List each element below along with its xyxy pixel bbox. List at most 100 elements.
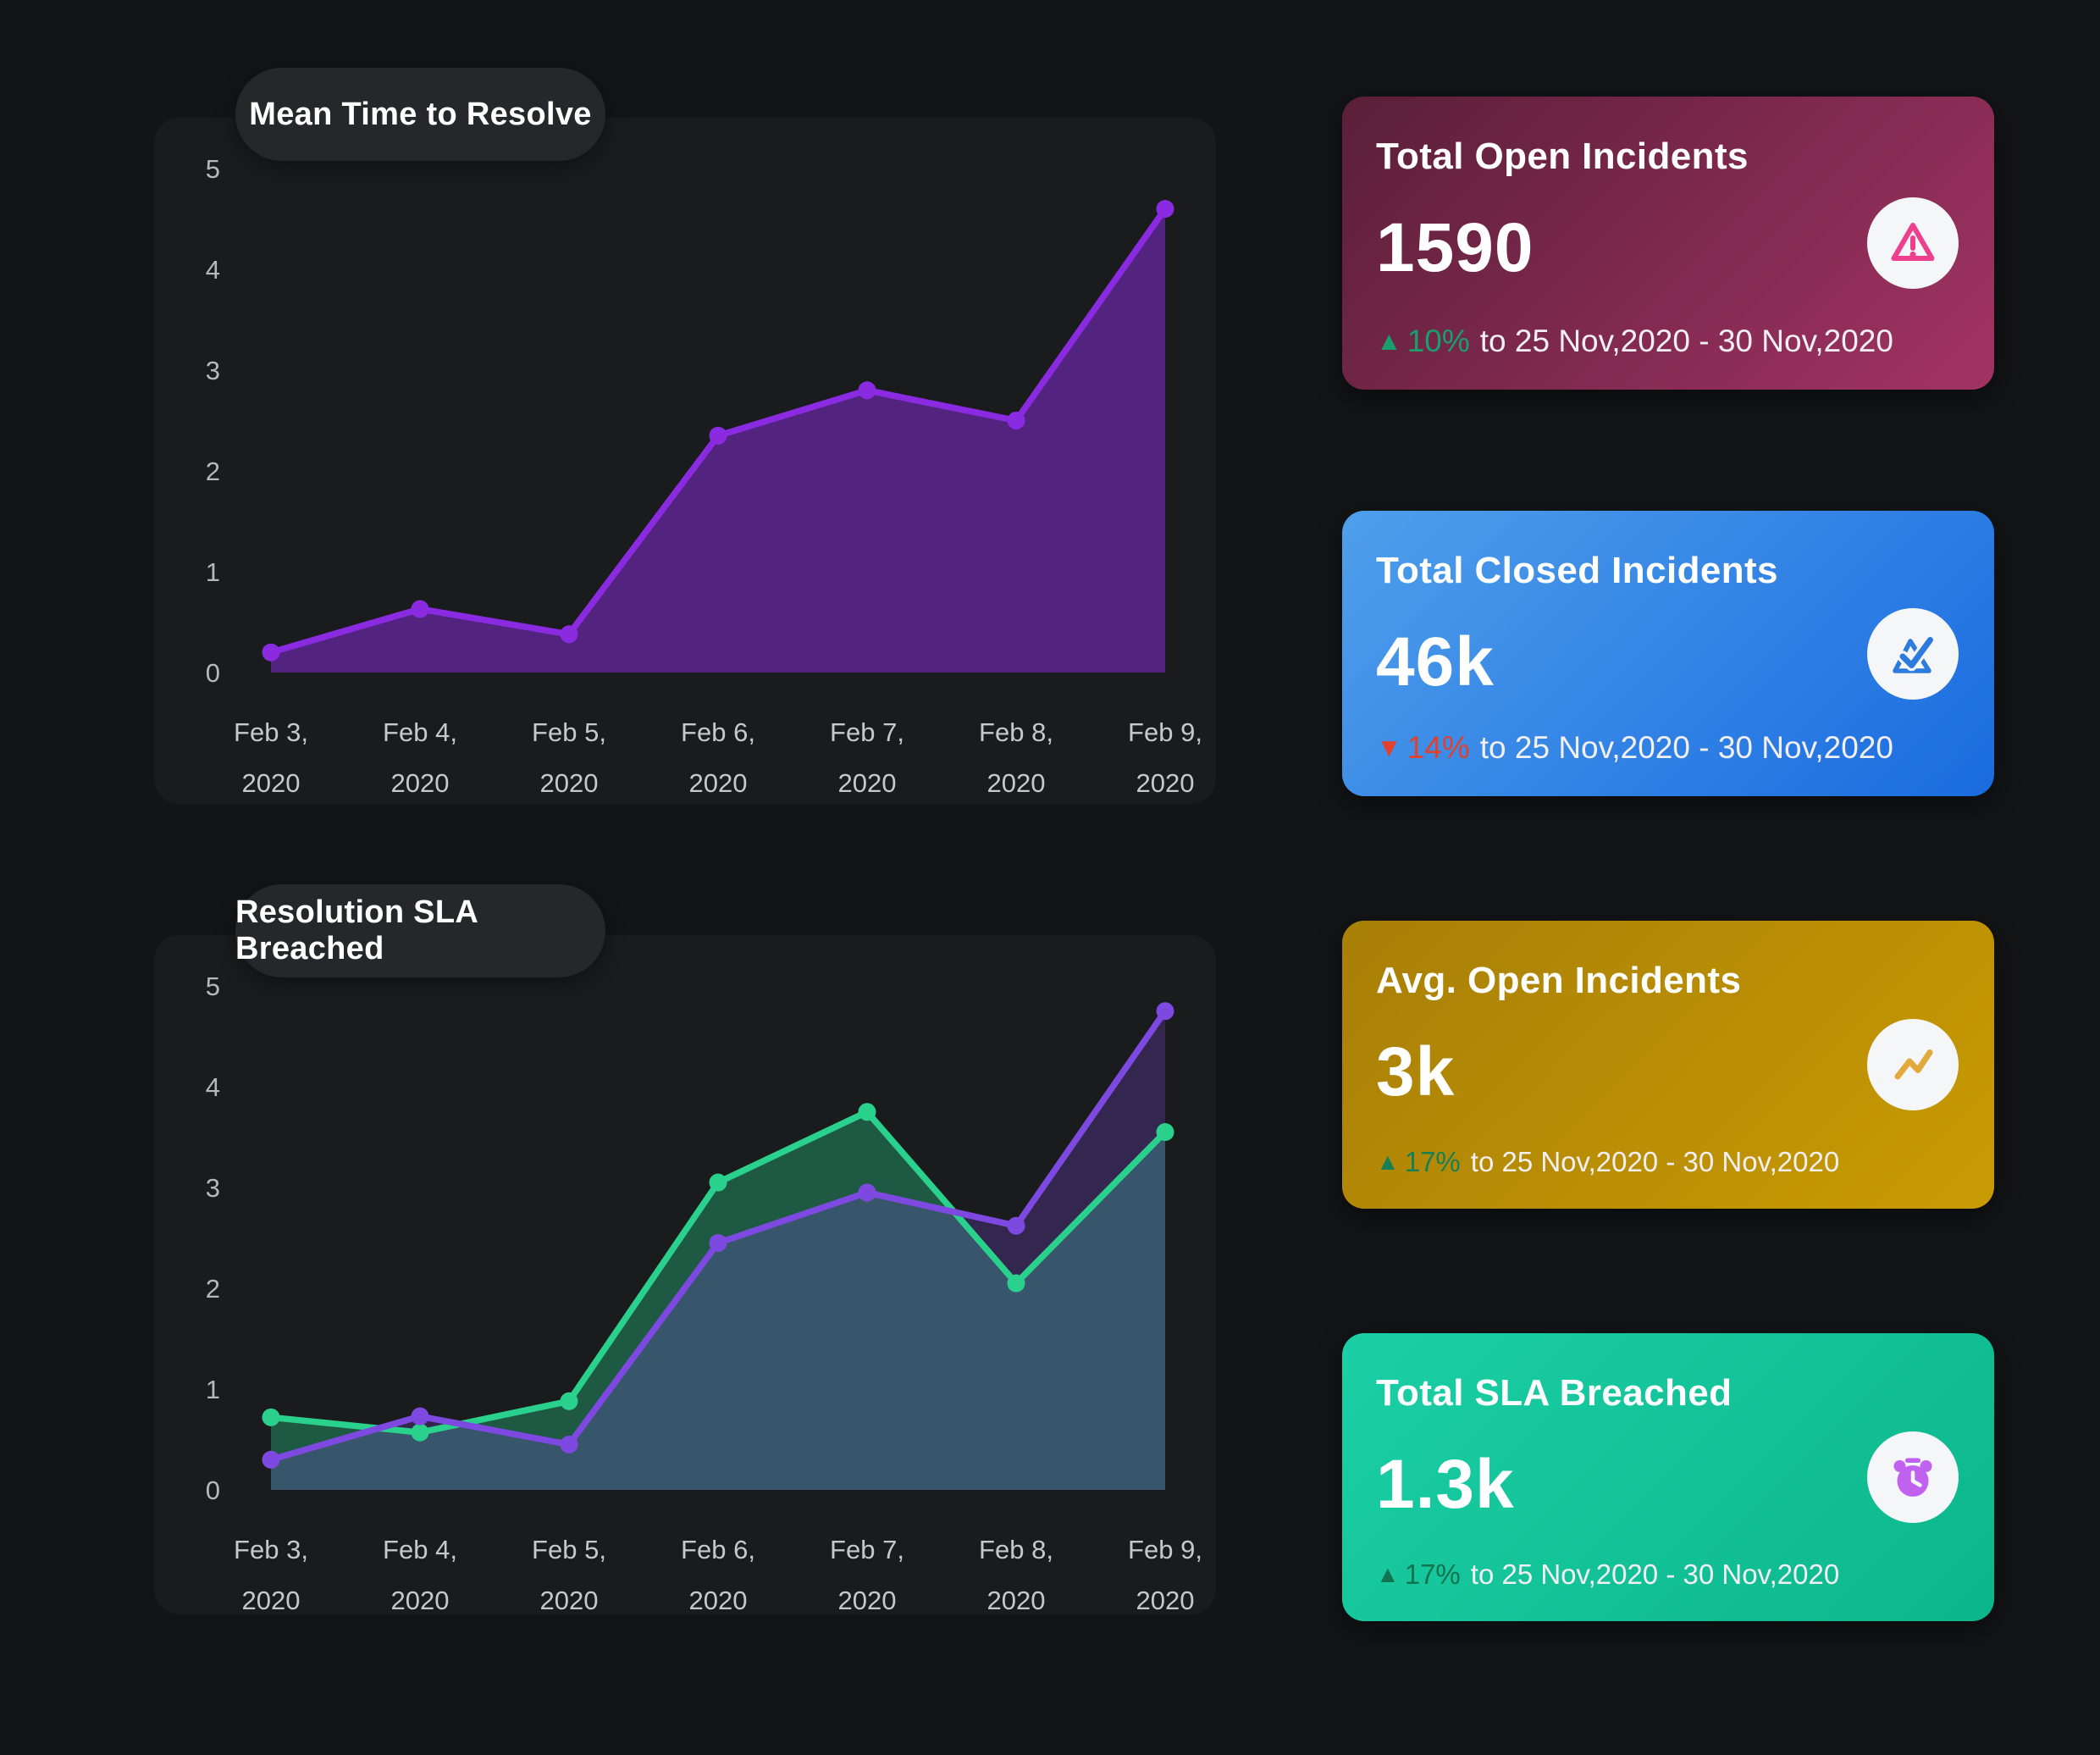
x-tick-label: 2020 (838, 1586, 897, 1614)
x-tick-label: Feb 3, (234, 1535, 308, 1564)
x-tick-label: 2020 (1136, 768, 1195, 798)
data-point-mean-time-to-resolve (858, 381, 876, 400)
x-tick-label: Feb 8, (979, 717, 1053, 747)
chart-title-text: Mean Time to Resolve (249, 96, 592, 132)
mean-time-to-resolve-area-chart: 0 1 2 3 4 5 Feb 3, 2020 Feb 4, 2020 Feb 5, 2020 Feb … (206, 154, 1202, 798)
warning-triangle-icon (1891, 223, 1935, 261)
delta-period: to 25 Nov,2020 - 30 Nov,2020 (1470, 1558, 1840, 1590)
card-total-sla-breached: Total SLA Breached 1.3k ▲ 17% to 25 Nov,… (1342, 1333, 1994, 1621)
x-tick-label: 2020 (540, 768, 599, 798)
data-point-mean-time-to-resolve (560, 625, 578, 644)
card-value: 46k (1376, 623, 1495, 700)
x-tick-label: Feb 4, (383, 1535, 457, 1564)
y-tick-label: 3 (206, 356, 220, 385)
card-value: 3k (1376, 1033, 1456, 1110)
check-triangle-icon (1893, 634, 1937, 673)
data-point-sla-breached-purple (1007, 1216, 1025, 1235)
x-tick-label: 2020 (391, 768, 450, 798)
data-point-sla-breached-purple (1156, 1002, 1174, 1021)
x-tick-label: Feb 4, (383, 717, 457, 747)
x-tick-label: Feb 6, (681, 717, 755, 747)
y-tick-label: 0 (206, 1475, 220, 1505)
icon-circle (1867, 1431, 1959, 1523)
card-title: Total SLA Breached (1376, 1372, 1732, 1414)
card-total-closed-incidents: Total Closed Incidents 46k ▼ 14% to 25 N… (1342, 511, 1994, 796)
card-value: 1.3k (1376, 1446, 1515, 1523)
delta-up-icon: ▲ (1376, 1561, 1400, 1587)
trend-zigzag-icon (1894, 1049, 1933, 1080)
x-tick-label: Feb 7, (830, 1535, 904, 1564)
data-point-sla-breached-purple (262, 1450, 280, 1469)
x-tick-label: 2020 (987, 768, 1046, 798)
delta-percent: 17% (1404, 1146, 1461, 1177)
data-point-sla-breached-purple (858, 1183, 876, 1202)
delta-up-icon: ▲ (1376, 326, 1402, 356)
data-point-sla-breached-purple (560, 1435, 578, 1453)
x-tick-label: 2020 (689, 768, 748, 798)
chart-title-text: Resolution SLA Breached (235, 894, 478, 966)
y-tick-label: 1 (206, 1375, 220, 1404)
data-point-sla-breached-green (1007, 1274, 1025, 1293)
card-title: Total Closed Incidents (1376, 550, 1778, 591)
alarm-clock-icon (1893, 1458, 1932, 1497)
data-point-sla-breached-green (411, 1423, 429, 1442)
x-tick-label: Feb 5, (532, 717, 606, 747)
x-tick-label: Feb 3, (234, 717, 308, 747)
x-tick-label: 2020 (689, 1586, 748, 1614)
card-caption: ▲ 10% to 25 Nov,2020 - 30 Nov,2020 (1376, 324, 1893, 359)
x-tick-label: Feb 9, (1128, 717, 1202, 747)
icon-circle (1867, 197, 1959, 289)
icon-circle (1867, 607, 1959, 700)
y-tick-label: 5 (206, 154, 220, 184)
chart-panel-resolution-sla-breached: 0 1 2 3 4 5 Feb 3, 2020 Feb 4, 2020 Feb 5, 2020 Feb … (154, 935, 1216, 1614)
data-point-sla-breached-green (262, 1408, 280, 1426)
card-title: Avg. Open Incidents (1376, 960, 1742, 1001)
x-tick-label: 2020 (242, 768, 301, 798)
delta-percent: 10% (1406, 324, 1470, 358)
card-caption: ▲ 17% to 25 Nov,2020 - 30 Nov,2020 (1376, 1146, 1839, 1178)
resolution-sla-breached-area-chart: 0 1 2 3 4 5 Feb 3, 2020 Feb 4, 2020 Feb 5, 2020 Feb … (206, 972, 1202, 1614)
delta-down-icon: ▼ (1376, 733, 1402, 762)
delta-percent: 17% (1404, 1558, 1461, 1590)
card-caption: ▼ 14% to 25 Nov,2020 - 30 Nov,2020 (1376, 730, 1893, 766)
y-tick-label: 4 (206, 1072, 220, 1102)
delta-percent: 14% (1406, 730, 1470, 765)
data-point-sla-breached-purple (709, 1233, 727, 1252)
x-tick-label: 2020 (838, 768, 897, 798)
delta-period: to 25 Nov,2020 - 30 Nov,2020 (1479, 730, 1893, 765)
data-point-mean-time-to-resolve (709, 426, 727, 445)
x-tick-label: 2020 (1136, 1586, 1195, 1614)
icon-circle (1867, 1019, 1959, 1110)
data-point-sla-breached-green (709, 1173, 727, 1192)
x-tick-label: Feb 5, (532, 1535, 606, 1564)
data-point-mean-time-to-resolve (1007, 412, 1025, 429)
card-caption: ▲ 17% to 25 Nov,2020 - 30 Nov,2020 (1376, 1558, 1839, 1591)
card-total-open-incidents: Total Open Incidents 1590 ▲ 10% to 25 No… (1342, 97, 1994, 390)
chart-title-resolution-sla-breached: Resolution SLA Breached (235, 884, 605, 977)
y-tick-label: 1 (206, 557, 220, 587)
x-tick-label: 2020 (540, 1586, 599, 1614)
delta-period: to 25 Nov,2020 - 30 Nov,2020 (1470, 1146, 1840, 1177)
card-value: 1590 (1376, 209, 1534, 286)
y-tick-label: 4 (206, 255, 220, 285)
data-point-sla-breached-green (560, 1392, 578, 1410)
y-tick-label: 2 (206, 457, 220, 486)
data-point-mean-time-to-resolve (262, 643, 280, 662)
x-tick-label: 2020 (987, 1586, 1046, 1614)
chart-panel-mean-time-to-resolve: 0 1 2 3 4 5 Feb 3, 2020 Feb 4, 2020 Feb 5, 2020 Feb … (154, 118, 1216, 804)
y-tick-label: 0 (206, 658, 220, 688)
delta-up-icon: ▲ (1376, 1149, 1400, 1175)
x-tick-label: 2020 (391, 1586, 450, 1614)
x-tick-label: 2020 (242, 1586, 301, 1614)
card-avg-open-incidents: Avg. Open Incidents 3k ▲ 17% to 25 Nov,2… (1342, 921, 1994, 1209)
delta-period: to 25 Nov,2020 - 30 Nov,2020 (1479, 324, 1893, 358)
x-tick-label: Feb 9, (1128, 1535, 1202, 1564)
chart-title-mean-time-to-resolve: Mean Time to Resolve (235, 68, 605, 161)
y-tick-label: 2 (206, 1274, 220, 1304)
data-point-sla-breached-purple (411, 1407, 429, 1426)
data-point-mean-time-to-resolve (411, 600, 429, 618)
y-tick-label: 5 (206, 972, 220, 1001)
data-point-sla-breached-green (1156, 1123, 1174, 1142)
x-tick-label: Feb 7, (830, 717, 904, 747)
